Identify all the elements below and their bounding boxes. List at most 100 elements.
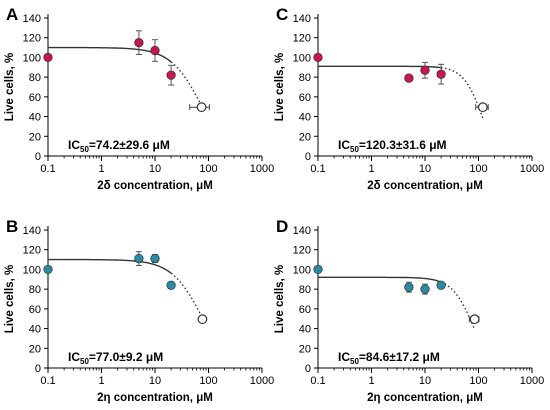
panel-d: D 0 20 40 60 80 100 120 140 0.1 1 10 100 1000 2η conce… [274,217,544,404]
ic50-marker [469,314,480,325]
x-tick-label: 1000 [520,375,544,387]
x-tick-label: 100 [469,163,487,175]
y-tick-label: 100 [293,264,311,276]
x-tick-label: 100 [199,375,217,387]
y-tick-label: 100 [23,264,41,276]
x-tick-label: 1 [98,163,104,175]
y-tick-label: 60 [29,92,41,104]
y-tick-label: 60 [299,92,311,104]
y-axis-title: Live cells, % [4,53,16,121]
data-point [313,52,323,63]
ic50-prefix: IC [68,138,80,152]
y-tick-label: 140 [293,13,311,25]
ic50-annotation: IC50=84.6±17.2 μM [338,350,440,366]
x-axis-title: 2δ concentration, μM [97,180,213,192]
y-tick-label: 80 [299,284,311,296]
y-tick-label: 20 [299,343,311,355]
fit-curve [48,258,172,274]
fit-curve [318,65,442,69]
data-point [436,280,446,290]
panel-b: B 0 20 40 60 80 100 120 140 0.1 1 10 100 1000 2η conce… [4,217,274,404]
panel-letter: B [6,217,18,236]
y-tick-label: 140 [23,225,41,237]
ic50-value: =74.2±29.6 μM [89,138,170,152]
panel-c: C 0 20 40 60 80 100 120 140 0.1 1 10 100 1000 2δ conce… [274,5,544,192]
data-point [404,282,414,292]
y-tick-label: 120 [293,245,311,257]
x-tick-label: 0.1 [40,163,55,175]
data-point [134,38,144,48]
y-axis-title: Live cells, % [4,265,16,333]
y-tick-label: 20 [299,131,311,143]
y-tick-label: 60 [29,304,41,316]
fit-extrapolation [441,67,484,119]
ic50-annotation: IC50=74.2±29.6 μM [68,138,170,154]
ic50-prefix: IC [338,350,350,364]
ic50-subscript: 50 [350,145,359,154]
x-tick-label: 1 [368,163,374,175]
y-tick-label: 40 [299,324,311,336]
x-axis-title: 2η concentration, μM [367,392,483,404]
x-tick-label: 10 [419,163,431,175]
ic50-marker [196,102,207,113]
panel-letter: D [276,217,288,236]
fit-curve [318,276,442,283]
data-point [436,69,446,79]
y-tick-label: 20 [29,131,41,143]
ic50-subscript: 50 [80,357,89,366]
fit-extrapolation [440,281,476,330]
x-axis-title: 2η concentration, μM [97,392,213,404]
y-tick-label: 40 [299,112,311,124]
x-tick-label: 100 [469,375,487,387]
ic50-marker [477,102,488,113]
y-tick-label: 80 [299,72,311,84]
y-tick-label: 80 [29,72,41,84]
ic50-value: =77.0±9.2 μM [89,350,163,364]
ic50-prefix: IC [338,138,350,152]
y-tick-label: 60 [299,304,311,316]
x-tick-label: 100 [199,163,217,175]
x-tick-label: 1 [368,375,374,387]
ic50-annotation: IC50=120.3±31.6 μM [338,138,447,154]
panel-letter: C [276,5,288,24]
ic50-marker [197,314,208,325]
data-point [150,45,160,56]
data-point [150,253,160,264]
y-tick-label: 0 [305,151,311,163]
data-point [313,264,323,275]
panel-letter: A [6,5,18,24]
data-point [420,284,430,294]
ic50-subscript: 50 [80,145,89,154]
y-tick-label: 40 [29,324,41,336]
y-axis-title: Live cells, % [274,265,286,333]
data-point [43,52,53,63]
y-tick-label: 0 [35,151,41,163]
x-tick-label: 0.1 [310,375,325,387]
y-tick-label: 100 [293,52,311,64]
data-point [420,65,430,75]
y-tick-label: 100 [23,52,41,64]
y-tick-label: 120 [23,245,41,257]
x-axis-title: 2δ concentration, μM [367,180,483,192]
data-point [43,264,53,275]
ic50-value: =84.6±17.2 μM [359,350,440,364]
x-tick-label: 0.1 [40,375,55,387]
ic50-value: =120.3±31.6 μM [359,138,447,152]
x-tick-label: 1000 [520,163,544,175]
y-tick-label: 140 [293,225,311,237]
x-tick-label: 1000 [250,163,274,175]
y-tick-label: 120 [293,33,311,45]
x-tick-label: 1 [98,375,104,387]
y-tick-label: 140 [23,13,41,25]
x-tick-label: 10 [419,375,431,387]
x-tick-label: 10 [149,163,161,175]
y-axis-title: Live cells, % [274,53,286,121]
data-point [166,70,176,80]
y-tick-label: 80 [29,284,41,296]
data-point [134,253,144,264]
x-tick-label: 10 [149,375,161,387]
y-tick-label: 120 [23,33,41,45]
fit-extrapolation [170,61,203,107]
ic50-subscript: 50 [350,357,359,366]
